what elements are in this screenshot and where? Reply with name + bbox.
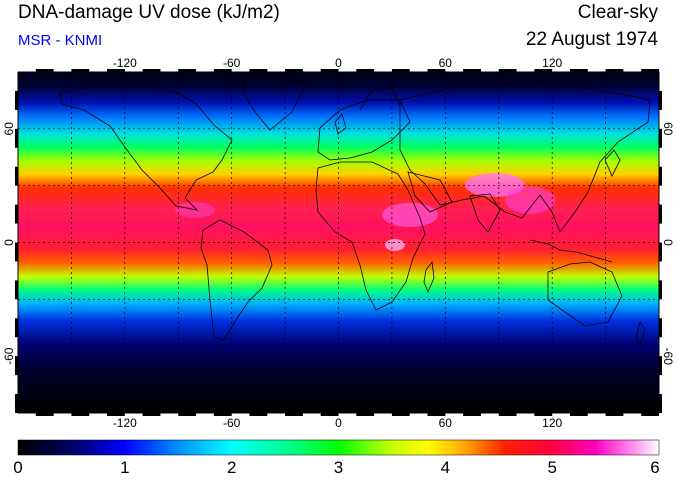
frame-tick bbox=[213, 413, 232, 416]
frame-tick bbox=[15, 166, 18, 186]
frame-tick bbox=[15, 356, 18, 376]
longitude-labels-top: -120 -60 0 60 120 bbox=[113, 56, 563, 70]
lon-label-top: -120 bbox=[113, 56, 137, 70]
frame-tick bbox=[641, 413, 659, 416]
frame-tick bbox=[659, 318, 662, 338]
colorbar-label: 5 bbox=[547, 458, 557, 477]
frame-tick bbox=[569, 413, 588, 416]
frame-tick bbox=[659, 356, 662, 376]
frame-tick bbox=[35, 69, 54, 72]
frame-tick bbox=[15, 204, 18, 224]
frame-tick bbox=[35, 413, 54, 416]
lat-label-right: 0 bbox=[661, 239, 675, 246]
colorbar-label: 3 bbox=[333, 458, 344, 477]
frame-tick bbox=[534, 413, 553, 416]
frame-tick bbox=[15, 280, 18, 300]
lat-label-left: 0 bbox=[2, 239, 16, 246]
lat-label-right: 60 bbox=[661, 122, 675, 136]
frame-tick bbox=[213, 69, 232, 72]
frame-tick bbox=[142, 413, 161, 416]
frame-tick bbox=[391, 69, 410, 72]
colorbar-label: 0 bbox=[13, 458, 23, 477]
frame-tick bbox=[659, 90, 662, 110]
frame-tick bbox=[142, 69, 161, 72]
frame-tick bbox=[427, 413, 446, 416]
lon-label-top: 120 bbox=[542, 56, 562, 70]
date-label: 22 August 1974 bbox=[525, 29, 658, 50]
graticule bbox=[18, 72, 659, 413]
frame-tick bbox=[659, 166, 662, 186]
frame-tick bbox=[71, 69, 90, 72]
frame-tick bbox=[463, 69, 481, 72]
colorbar-label: 1 bbox=[120, 458, 130, 477]
lat-label-left: -60 bbox=[2, 347, 16, 365]
latitude-labels-right: 60 0 -60 bbox=[661, 122, 675, 365]
lon-label-top: 0 bbox=[335, 56, 342, 70]
frame-tick bbox=[249, 69, 268, 72]
frame-tick bbox=[15, 128, 18, 148]
frame-tick bbox=[15, 242, 18, 262]
frame-tick bbox=[285, 413, 303, 416]
frame-ticks bbox=[15, 69, 662, 416]
colorbar-label: 6 bbox=[650, 458, 660, 477]
frame-tick bbox=[285, 69, 303, 72]
frame-tick bbox=[391, 413, 410, 416]
colorbar-gradient bbox=[17, 439, 660, 456]
frame-tick bbox=[659, 204, 662, 224]
frame-tick bbox=[249, 413, 268, 416]
frame-tick bbox=[15, 90, 18, 110]
frame-tick bbox=[605, 413, 624, 416]
lon-label-bottom: 0 bbox=[335, 416, 342, 430]
lon-label-bottom: 60 bbox=[439, 416, 453, 430]
lon-label-top: -60 bbox=[223, 56, 241, 70]
frame-tick bbox=[427, 69, 446, 72]
frame-tick bbox=[659, 128, 662, 148]
source-label: MSR - KNMI bbox=[18, 32, 103, 49]
sky-condition-label: Clear-sky bbox=[577, 2, 658, 23]
colorbar-label: 2 bbox=[226, 458, 237, 477]
frame-tick bbox=[569, 69, 588, 72]
frame-tick bbox=[605, 69, 624, 72]
frame-tick bbox=[659, 242, 662, 262]
frame-tick bbox=[107, 69, 125, 72]
lat-label-left: 60 bbox=[2, 122, 16, 136]
frame-tick bbox=[356, 69, 375, 72]
frame-tick bbox=[498, 69, 517, 72]
frame-tick bbox=[178, 69, 197, 72]
frame-tick bbox=[178, 413, 197, 416]
lon-label-bottom: 120 bbox=[542, 416, 562, 430]
lon-label-bottom: -60 bbox=[223, 416, 241, 430]
lon-label-top: 60 bbox=[439, 56, 453, 70]
frame-tick bbox=[641, 69, 659, 72]
frame-tick bbox=[356, 413, 375, 416]
frame-tick bbox=[659, 280, 662, 300]
frame-tick bbox=[498, 413, 517, 416]
frame-tick bbox=[463, 413, 481, 416]
frame-tick bbox=[320, 69, 339, 72]
lon-label-bottom: -120 bbox=[113, 416, 137, 430]
longitude-labels-bottom: -120 -60 0 60 120 bbox=[113, 416, 563, 430]
map-title: DNA-damage UV dose (kJ/m2) bbox=[18, 2, 280, 23]
map-frame bbox=[15, 69, 662, 416]
colorbar-label: 4 bbox=[440, 458, 451, 477]
frame-tick bbox=[659, 394, 662, 413]
uv-hotspots bbox=[175, 173, 555, 251]
latitude-labels-left: 60 0 -60 bbox=[2, 122, 16, 365]
lat-label-right: -60 bbox=[661, 348, 675, 366]
frame-tick bbox=[15, 318, 18, 338]
frame-tick bbox=[71, 413, 90, 416]
frame-tick bbox=[534, 69, 553, 72]
frame-tick bbox=[320, 413, 339, 416]
colorbar bbox=[17, 439, 660, 456]
frame-tick bbox=[15, 394, 18, 413]
frame-tick bbox=[107, 413, 125, 416]
